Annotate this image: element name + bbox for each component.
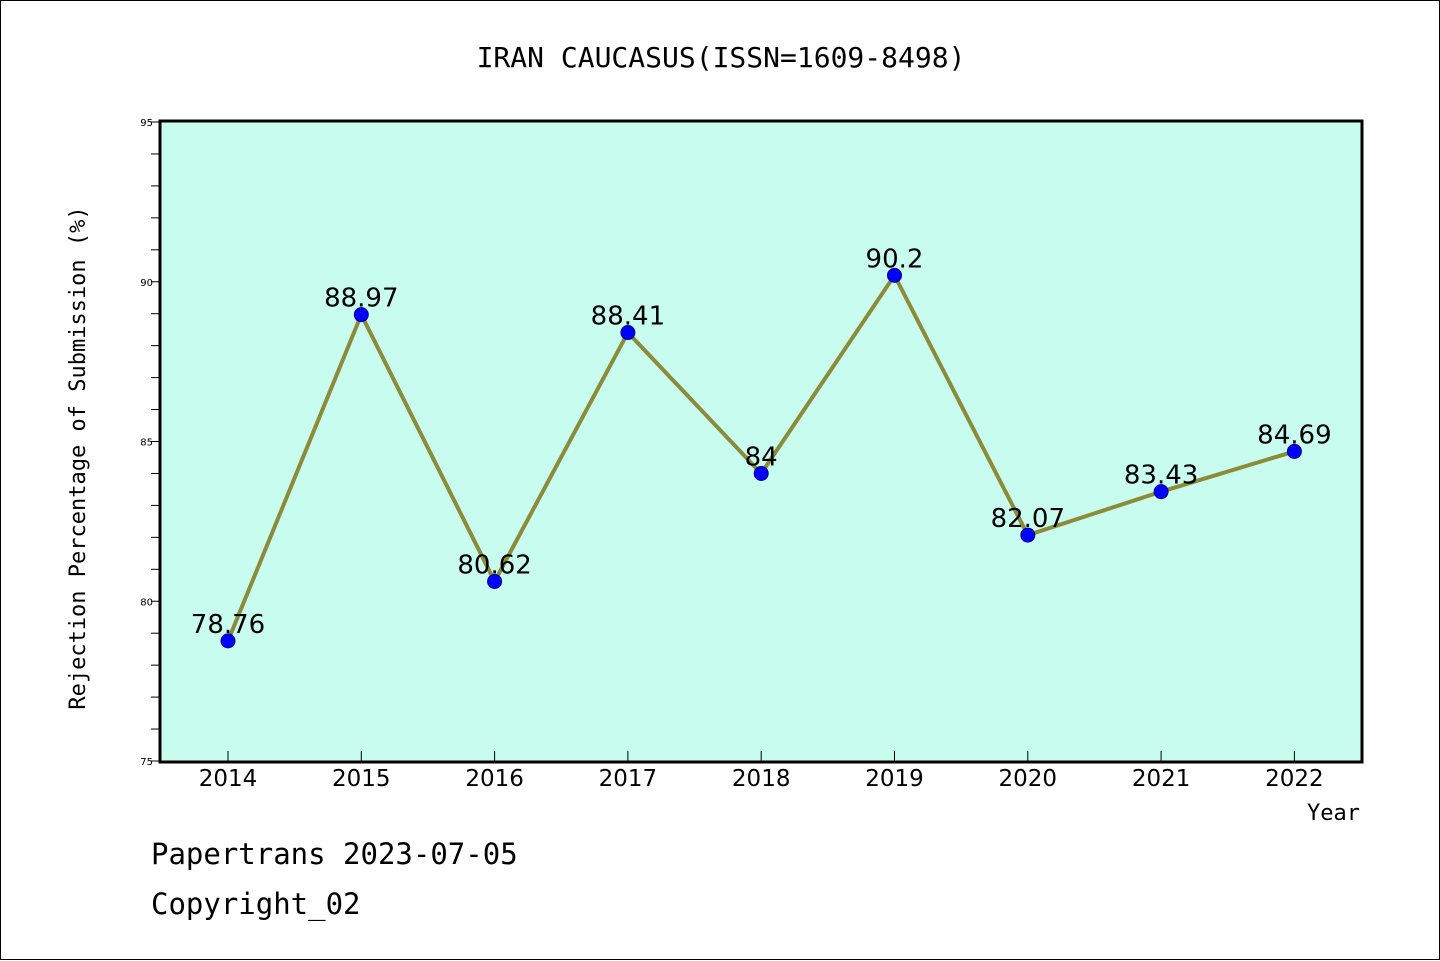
x-tick-label: 2014 [199,766,258,792]
y-tick-label: 75 [140,757,153,768]
footer-copyright: Copyright_02 [151,887,361,921]
chart-title: IRAN CAUCASUS(ISSN=1609-8498) [477,41,966,74]
data-label: 88.41 [591,302,665,332]
data-label: 90.2 [866,244,924,274]
x-tick-label: 2020 [999,766,1058,792]
data-point [887,267,902,283]
x-tick-label: 2015 [332,766,391,792]
data-point [1020,527,1036,543]
x-tick-label: 2017 [599,766,658,792]
data-point [753,465,769,481]
data-point [1286,443,1302,459]
data-label: 84 [745,442,778,472]
y-tick-label: 85 [140,438,153,449]
data-point [487,573,503,589]
data-label: 82.07 [991,504,1065,534]
x-tick-label: 2019 [865,766,924,792]
x-tick-label: 2016 [465,766,524,792]
x-tick-label: 2022 [1265,766,1324,792]
y-axis-label: Rejection Percentage of Submission (%) [66,206,91,709]
data-point [220,633,236,649]
plot-area [158,119,1364,764]
data-point [1153,484,1169,500]
data-point [353,307,369,323]
footer-publisher-date: Papertrans 2023-07-05 [151,837,518,871]
data-label: 88.97 [324,284,398,314]
x-tick-label: 2018 [732,766,791,792]
data-label: 78.76 [191,610,265,640]
x-axis-label: Year [1307,801,1360,826]
y-tick-label: 80 [140,597,153,608]
data-label: 83.43 [1124,461,1198,491]
data-point [620,325,636,341]
data-label: 80.62 [457,550,531,580]
data-label: 84.69 [1257,420,1331,450]
y-tick-label: 95 [140,118,153,129]
x-tick-label: 2021 [1132,766,1191,792]
y-tick-label: 90 [140,278,153,289]
